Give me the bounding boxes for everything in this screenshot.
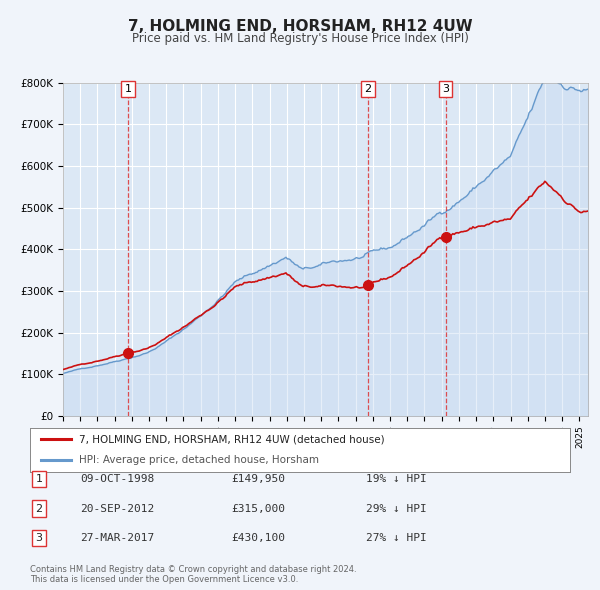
Text: 09-OCT-1998: 09-OCT-1998: [80, 474, 154, 484]
Text: 1: 1: [125, 84, 131, 94]
Text: 7, HOLMING END, HORSHAM, RH12 4UW (detached house): 7, HOLMING END, HORSHAM, RH12 4UW (detac…: [79, 434, 384, 444]
Text: 19% ↓ HPI: 19% ↓ HPI: [365, 474, 427, 484]
Text: Price paid vs. HM Land Registry's House Price Index (HPI): Price paid vs. HM Land Registry's House …: [131, 32, 469, 45]
Text: 1: 1: [35, 474, 43, 484]
Text: 27-MAR-2017: 27-MAR-2017: [80, 533, 154, 543]
Text: 7, HOLMING END, HORSHAM, RH12 4UW: 7, HOLMING END, HORSHAM, RH12 4UW: [128, 19, 472, 34]
Text: 29% ↓ HPI: 29% ↓ HPI: [365, 504, 427, 513]
Text: 27% ↓ HPI: 27% ↓ HPI: [365, 533, 427, 543]
Text: Contains HM Land Registry data © Crown copyright and database right 2024.
This d: Contains HM Land Registry data © Crown c…: [30, 565, 356, 584]
Text: 3: 3: [35, 533, 43, 543]
Text: £149,950: £149,950: [231, 474, 285, 484]
Text: HPI: Average price, detached house, Horsham: HPI: Average price, detached house, Hors…: [79, 455, 319, 466]
Text: £430,100: £430,100: [231, 533, 285, 543]
Text: £315,000: £315,000: [231, 504, 285, 513]
Text: 2: 2: [364, 84, 371, 94]
Text: 20-SEP-2012: 20-SEP-2012: [80, 504, 154, 513]
Text: 3: 3: [442, 84, 449, 94]
Text: 2: 2: [35, 504, 43, 513]
